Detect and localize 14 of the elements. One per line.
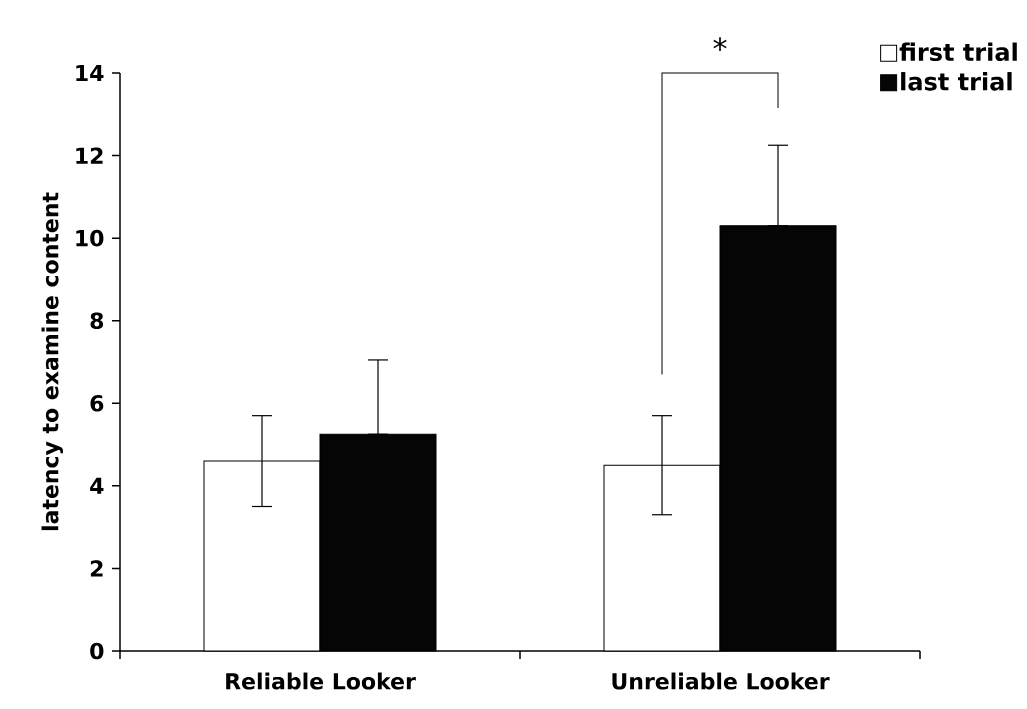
y-tick-label: 10 <box>76 229 104 247</box>
y-axis-title: latency to examine content <box>41 192 63 531</box>
y-tick-label: 14 <box>76 64 104 82</box>
y-tick-label: 12 <box>76 147 103 164</box>
x-tick-label: Reliable Looker <box>226 672 416 690</box>
text: * <box>713 37 727 51</box>
legend-label: first trial <box>899 42 1017 62</box>
y-tick-label: 0 <box>90 642 104 660</box>
y-tick-label: 2 <box>90 560 103 577</box>
y-tick-label: 4 <box>90 477 104 494</box>
x-tick-label: Unreliable Looker <box>612 672 830 690</box>
y-tick-label: 6 <box>90 394 104 412</box>
legend-label: last trial <box>901 72 1012 91</box>
y-tick-label: 8 <box>90 312 104 330</box>
